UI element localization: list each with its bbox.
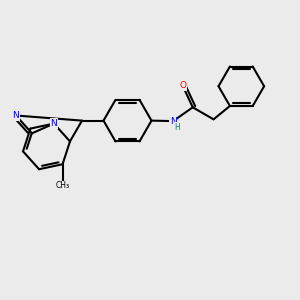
Text: N: N <box>50 119 57 128</box>
Text: H: H <box>174 123 180 132</box>
Text: N: N <box>170 117 176 126</box>
Text: CH₃: CH₃ <box>56 181 70 190</box>
Text: O: O <box>179 81 186 90</box>
Text: N: N <box>13 111 19 120</box>
